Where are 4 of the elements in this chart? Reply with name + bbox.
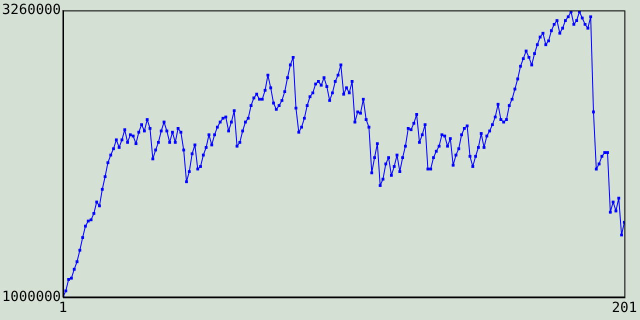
- y-tick-label: 3260000: [2, 2, 61, 18]
- y-tick-label: 1000000: [2, 288, 61, 305]
- x-tick-label: 1: [58, 300, 68, 316]
- x-tick-label: 201: [612, 300, 638, 316]
